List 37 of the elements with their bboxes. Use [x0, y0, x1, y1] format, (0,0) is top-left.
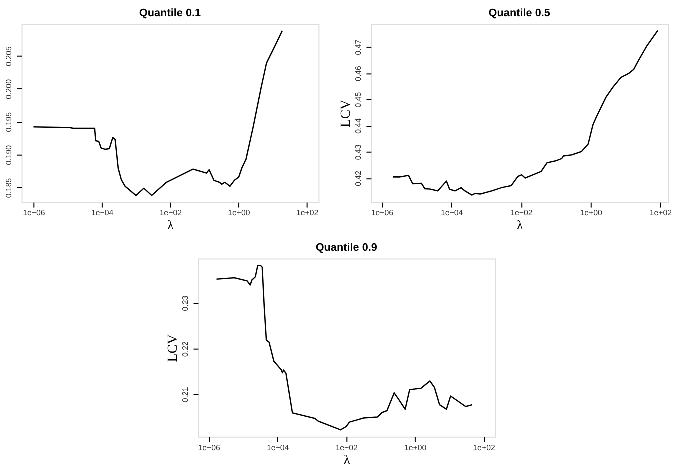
x-tick-label: 1e+00 — [228, 208, 251, 218]
x-tick-label: 1e−04 — [266, 443, 290, 452]
y-tick-label: 0.22 — [180, 342, 190, 357]
y-tick-label: 0.45 — [354, 92, 363, 108]
y-tick-label: 0.205 — [4, 46, 14, 66]
x-tick-label: 1e−02 — [510, 208, 533, 218]
x-tick-label: 1e+02 — [296, 208, 319, 218]
y-tick-label: 0.195 — [4, 112, 14, 132]
y-tick-label: 0.200 — [4, 78, 14, 100]
y-axis-title: LCV — [338, 100, 353, 128]
x-tick-label: 1e+02 — [473, 443, 496, 452]
x-tick-label: 1e−02 — [160, 208, 182, 218]
chart-title: Quantile 0.1 — [139, 7, 202, 20]
y-tick-label: 0.21 — [180, 386, 190, 403]
y-tick-label: 0.190 — [4, 144, 14, 166]
x-axis-title: λ — [516, 218, 524, 233]
y-tick-label: 0.185 — [4, 178, 14, 198]
x-tick-label: 1e−06 — [198, 443, 222, 452]
x-axis-title: λ — [344, 453, 352, 468]
x-tick-label: 1e+00 — [580, 208, 603, 218]
y-axis-title: LCV — [164, 334, 180, 362]
y-tick-label: 0.43 — [354, 144, 363, 160]
y-tick-label: 0.46 — [354, 65, 363, 82]
x-tick-label: 1e−06 — [23, 208, 46, 218]
x-tick-label: 1e+00 — [404, 443, 428, 452]
y-tick-label: 0.44 — [354, 118, 363, 134]
y-tick-label: 0.47 — [354, 40, 363, 56]
x-tick-label: 1e+02 — [650, 208, 672, 218]
x-tick-label: 1e−04 — [440, 208, 464, 218]
y-tick-label: 0.42 — [354, 171, 363, 186]
chart-title: Quantile 0.9 — [316, 242, 378, 254]
x-tick-label: 1e−06 — [371, 208, 394, 218]
x-tick-label: 1e−04 — [91, 208, 114, 218]
x-tick-label: 1e−02 — [336, 443, 358, 452]
y-tick-label: 0.23 — [180, 295, 190, 312]
x-axis-title: λ — [168, 218, 175, 233]
chart-title: Quantile 0.5 — [488, 7, 550, 20]
